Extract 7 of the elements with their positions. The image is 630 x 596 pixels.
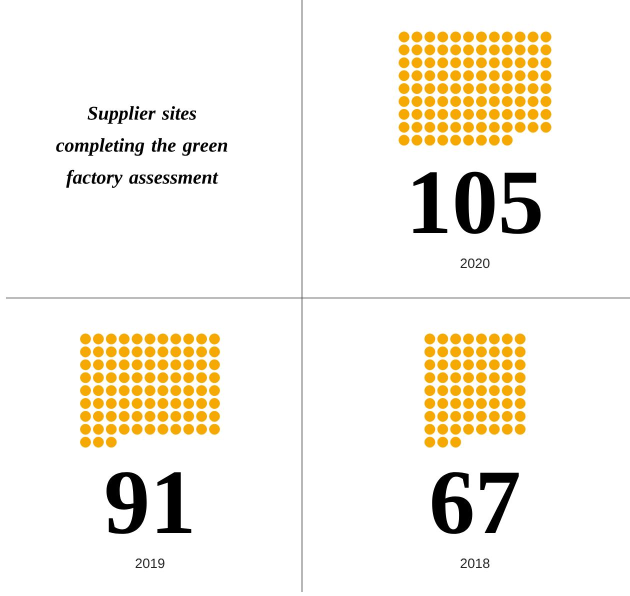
category-label: 2019 xyxy=(136,558,164,568)
data-label: 67 xyxy=(432,472,519,534)
data-label: 91 xyxy=(106,472,192,534)
category-label: 2018 xyxy=(460,558,490,568)
text: Supplier sites completing the green factory assessment xyxy=(56,106,228,188)
category-label: 2020 xyxy=(460,258,490,268)
data-label: 105 xyxy=(413,172,541,234)
